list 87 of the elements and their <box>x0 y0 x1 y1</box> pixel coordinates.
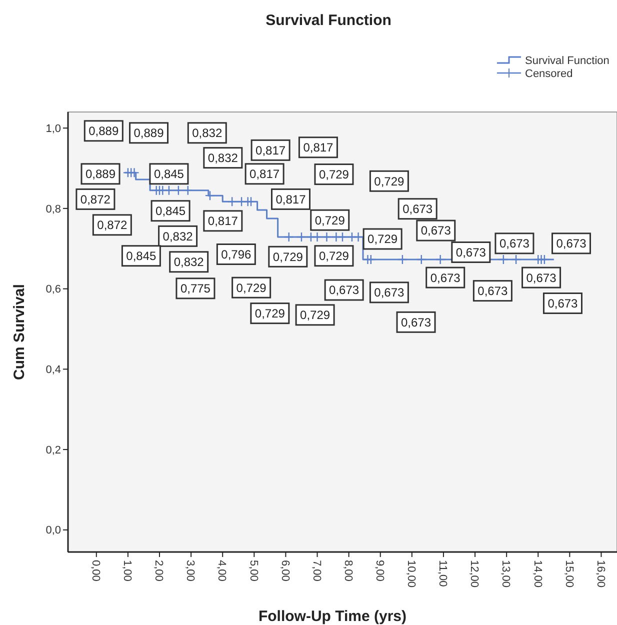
annotation: 0,673 <box>499 236 530 251</box>
annotation: 0,889 <box>88 124 119 138</box>
annotation: 0,817 <box>250 167 280 182</box>
chart-title: Survival Function <box>266 12 392 29</box>
annotation: 0,673 <box>548 296 578 310</box>
x-tick-label: 16,00 <box>594 560 606 588</box>
annotation: 0,729 <box>272 250 304 264</box>
x-tick-label: 3,00 <box>184 560 196 582</box>
y-tick-label: 0,0 <box>46 524 61 537</box>
annotation: 0,729 <box>254 306 286 321</box>
x-tick-label: 4,00 <box>216 560 228 582</box>
y-tick-label: 0,4 <box>46 364 61 376</box>
x-tick-label: 1,00 <box>121 560 134 582</box>
x-tick-label: 2,00 <box>152 560 165 582</box>
annotation: 0,775 <box>180 282 211 296</box>
point <box>435 254 446 265</box>
point <box>182 185 193 196</box>
annotation: 0,872 <box>80 192 111 206</box>
annotation: 0,832 <box>208 151 238 166</box>
point <box>416 254 426 265</box>
x-tick-label: 15,00 <box>562 560 575 588</box>
annotation: 0,817 <box>276 192 306 206</box>
annotation: 0,832 <box>162 229 194 244</box>
x-tick-label: 12,00 <box>468 560 480 588</box>
annotation: 0,729 <box>314 213 346 228</box>
annotation: 0,845 <box>156 204 186 218</box>
annotation: 0,673 <box>420 224 452 238</box>
point <box>322 232 332 242</box>
x-axis-title: Follow-Up Time (yrs) <box>258 608 407 625</box>
point <box>284 232 294 242</box>
point <box>312 232 322 242</box>
x-tick-label: 5,00 <box>247 560 260 582</box>
annotation: 0,817 <box>256 143 286 158</box>
point <box>204 190 216 201</box>
annotation: 0,673 <box>430 270 461 285</box>
annotation: 0,796 <box>221 247 252 262</box>
annotation: 0,673 <box>374 286 405 300</box>
y-tick-label: 0,8 <box>46 203 61 216</box>
y-tick-label: 1,0 <box>46 122 61 135</box>
point <box>510 254 522 265</box>
annotation: 0,729 <box>236 280 267 295</box>
point <box>366 254 376 265</box>
annotation: 0,673 <box>402 202 433 216</box>
annotation: 0,889 <box>134 126 164 140</box>
annotation: 0,729 <box>318 249 350 264</box>
legend-label: Survival Function <box>525 54 610 67</box>
x-tick-label: 14,00 <box>531 560 544 588</box>
y-tick-label: 0,2 <box>46 444 61 456</box>
annotation: 0,729 <box>368 232 398 246</box>
point <box>337 232 348 242</box>
annotation: 0,832 <box>174 255 204 270</box>
annotation: 0,673 <box>478 284 508 298</box>
x-tick-label: 9,00 <box>374 560 386 582</box>
point <box>226 196 238 207</box>
annotation: 0,673 <box>456 245 486 260</box>
point <box>397 254 408 265</box>
annotation: 0,729 <box>300 308 330 322</box>
annotation: 0,889 <box>85 167 116 182</box>
x-tick-label: 6,00 <box>278 560 291 582</box>
x-tick-label: 11,00 <box>436 560 449 587</box>
x-tick-label: 7,00 <box>310 560 322 582</box>
legend-label: Censored <box>525 68 573 80</box>
x-tick-label: 0,00 <box>90 560 102 582</box>
point <box>296 232 307 242</box>
x-tick-label: 8,00 <box>342 560 354 582</box>
annotation: 0,729 <box>374 174 405 188</box>
y-tick-label: 0,6 <box>46 284 61 296</box>
annotation: 0,832 <box>192 126 222 140</box>
annotation: 0,729 <box>318 167 350 182</box>
annotation: 0,872 <box>97 218 128 232</box>
annotation: 0,845 <box>154 167 184 182</box>
x-tick-label: 10,00 <box>405 560 418 588</box>
annotation: 0,673 <box>556 236 587 251</box>
y-axis-title: Cum Survival <box>11 284 28 380</box>
point <box>164 185 174 196</box>
point <box>246 196 256 207</box>
annotation: 0,673 <box>526 270 557 285</box>
point <box>498 254 509 265</box>
annotation: 0,845 <box>126 249 157 264</box>
annotation: 0,817 <box>208 214 238 228</box>
annotation: 0,817 <box>303 140 334 155</box>
x-tick-label: 13,00 <box>500 560 512 588</box>
annotation: 0,673 <box>329 283 360 298</box>
annotation: 0,673 <box>401 315 432 330</box>
point <box>539 254 550 265</box>
point <box>173 185 184 196</box>
point <box>353 232 364 242</box>
